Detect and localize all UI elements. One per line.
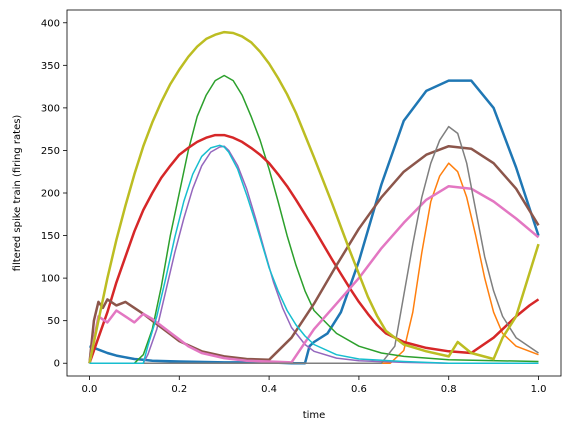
y-tick-label: 150 <box>41 231 60 242</box>
series-lines <box>88 30 540 365</box>
x-axis-ticks: 0.0 0.2 0.4 0.6 0.8 1.0 <box>82 376 547 395</box>
y-axis-label: filtered spike train (firing rates) <box>12 115 23 272</box>
x-tick-label: 0.6 <box>351 384 367 395</box>
plot-frame <box>66 9 562 377</box>
series-line-9 <box>88 30 540 364</box>
series-line-7 <box>88 184 540 364</box>
y-tick-label: 300 <box>41 103 60 114</box>
y-tick-label: 50 <box>47 316 60 327</box>
x-tick-label: 0.8 <box>441 384 457 395</box>
series-line-4 <box>88 133 540 364</box>
series-line-8 <box>89 125 539 364</box>
y-axis-ticks: 0 50 100 150 200 250 300 350 400 <box>41 18 67 370</box>
y-tick-label: 400 <box>41 18 60 29</box>
x-tick-label: 0.4 <box>261 384 277 395</box>
x-tick-label: 1.0 <box>531 384 547 395</box>
y-tick-label: 0 <box>54 359 60 370</box>
x-tick-label: 0.2 <box>171 384 187 395</box>
series-line-6 <box>88 144 540 364</box>
y-tick-label: 200 <box>41 189 60 200</box>
series-line-10 <box>89 144 539 364</box>
series-line-3 <box>89 74 539 364</box>
y-tick-label: 350 <box>41 61 60 72</box>
x-axis-label: time <box>303 410 326 421</box>
y-tick-label: 100 <box>41 274 60 285</box>
series-line-2 <box>89 162 539 364</box>
series-line-5 <box>89 145 539 364</box>
y-tick-label: 250 <box>41 146 60 157</box>
series-line-1 <box>89 79 540 365</box>
x-tick-label: 0.0 <box>82 384 98 395</box>
